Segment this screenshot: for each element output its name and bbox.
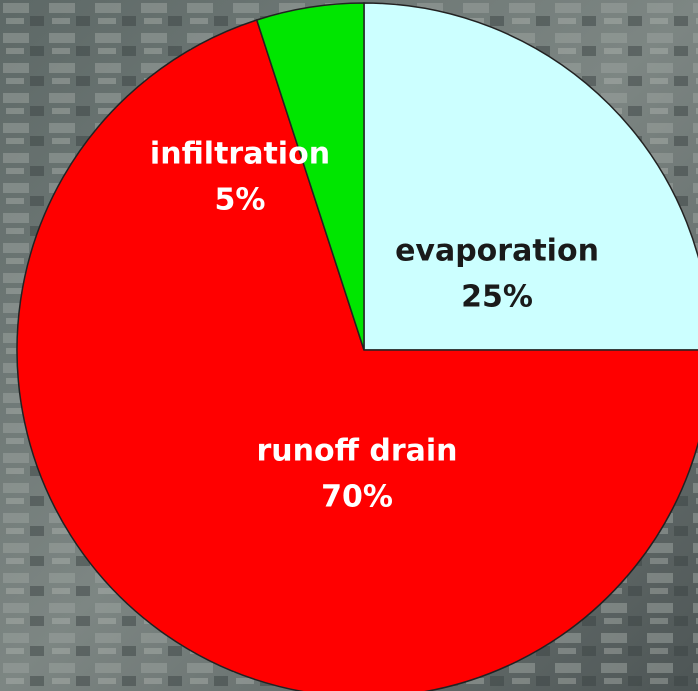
pie-slice bbox=[16, 19, 698, 691]
slice-value-label: 25% bbox=[461, 280, 533, 315]
pie-labels: evaporation 25% runoff drain 70% infiltratio… bbox=[150, 137, 599, 515]
slice-label: runoff drain bbox=[256, 434, 457, 469]
slice-value-label: 5% bbox=[215, 183, 266, 218]
pie-slice bbox=[255, 2, 365, 351]
slice-value-label: 70% bbox=[321, 480, 393, 515]
slice-label: evaporation bbox=[395, 234, 599, 269]
pie bbox=[16, 2, 698, 691]
pie-slice bbox=[363, 2, 698, 351]
slice-label: infiltration bbox=[150, 137, 330, 172]
